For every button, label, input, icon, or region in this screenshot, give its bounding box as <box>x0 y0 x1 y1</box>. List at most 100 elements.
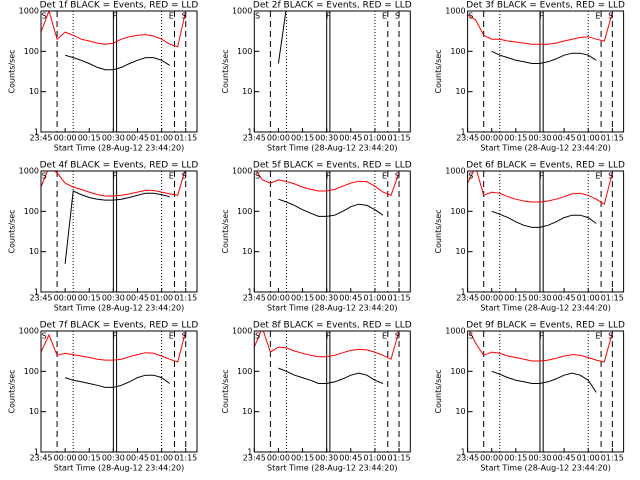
x-tick-label: 01:00 <box>150 294 173 303</box>
x-tick-label: 01:15 <box>174 134 197 143</box>
x-tick-label: 23:45 <box>243 294 266 303</box>
x-tick-label: 01:00 <box>363 294 386 303</box>
y-tick-label: 1000 <box>232 7 252 16</box>
event-marker-label: S <box>395 172 400 181</box>
series-line <box>467 12 613 45</box>
event-marker-label: S <box>468 172 473 181</box>
x-tick-label: 01:15 <box>601 294 624 303</box>
y-axis-label: Counts/sec <box>8 369 17 413</box>
x-tick-label: 00:15 <box>291 294 314 303</box>
x-tick-label: 00:15 <box>504 134 527 143</box>
event-marker-label: S <box>42 172 47 181</box>
y-axis-label: Counts/sec <box>434 209 443 253</box>
x-tick-label: 00:00 <box>480 454 503 463</box>
x-tick-label: 00:00 <box>54 134 77 143</box>
x-tick-label: 01:00 <box>150 454 173 463</box>
x-tick-label: 23:45 <box>456 454 479 463</box>
y-tick-label: 1 <box>247 448 252 457</box>
x-axis-label: Start Time (28-Aug-12 23:44:20) <box>480 304 610 313</box>
x-tick-label: 01:15 <box>174 454 197 463</box>
event-marker-label: S <box>255 12 260 21</box>
x-tick-label: 01:15 <box>388 454 411 463</box>
series-line <box>254 331 400 360</box>
plot-area <box>255 171 400 292</box>
x-axis-label: Start Time (28-Aug-12 23:44:20) <box>267 304 398 313</box>
x-tick-label: 01:15 <box>601 454 624 463</box>
x-tick-label: 00:30 <box>528 134 551 143</box>
series-line <box>467 171 613 205</box>
x-tick-label: 00:45 <box>339 134 362 143</box>
plot-frame <box>467 330 625 453</box>
y-tick-label: 10 <box>455 87 465 96</box>
y-tick-label: 10 <box>455 407 465 416</box>
y-tick-label: 1 <box>461 128 466 137</box>
series-line <box>469 331 613 363</box>
x-axis-label: Start Time (28-Aug-12 23:44:20) <box>54 144 185 153</box>
event-marker-label: E <box>382 172 387 181</box>
event-marker-label: F <box>113 172 118 181</box>
series-line <box>491 50 597 64</box>
event-marker-label: S <box>395 332 400 341</box>
plot-frame <box>467 10 625 133</box>
y-tick-label: 1000 <box>19 7 39 16</box>
x-axis-label: Start Time (28-Aug-12 23:44:20) <box>267 144 398 153</box>
chart-title: Det 7f BLACK = Events, RED = LLD <box>40 321 199 331</box>
plot-area <box>467 11 613 132</box>
x-tick-label: 23:45 <box>243 134 266 143</box>
y-tick-label: 100 <box>450 367 465 376</box>
event-marker-label: E <box>382 12 387 21</box>
x-tick-label: 00:45 <box>553 454 576 463</box>
x-tick-label: 00:30 <box>102 134 125 143</box>
x-axis-label: Start Time (28-Aug-12 23:44:20) <box>54 304 185 313</box>
x-tick-label: 00:15 <box>78 294 101 303</box>
x-tick-label: 01:15 <box>388 294 411 303</box>
panel: Det 2f BLACK = Events, RED = LLD Start Ti… <box>221 1 412 153</box>
x-tick-label: 00:45 <box>126 454 149 463</box>
series-line <box>64 190 170 264</box>
y-tick-label: 100 <box>237 47 252 56</box>
event-marker-label: E <box>595 172 600 181</box>
panel: Det 3f BLACK = Events, RED = LLD Start Ti… <box>434 1 625 153</box>
x-tick-label: 00:30 <box>315 134 338 143</box>
event-marker-label: E <box>595 332 600 341</box>
event-marker-label: S <box>182 172 187 181</box>
plot-frame <box>253 170 411 293</box>
event-marker-label: S <box>468 332 473 341</box>
x-tick-label: 00:45 <box>126 134 149 143</box>
x-tick-label: 00:30 <box>528 454 551 463</box>
event-marker-label: F <box>539 172 544 181</box>
x-tick-label: 00:30 <box>315 454 338 463</box>
event-marker-label: E <box>169 172 174 181</box>
y-tick-label: 10 <box>242 87 252 96</box>
event-marker-label: E <box>595 12 600 21</box>
event-marker-label: S <box>182 12 187 21</box>
plot-frame <box>40 330 198 453</box>
event-marker-label: F <box>326 172 331 181</box>
x-tick-label: 00:00 <box>54 294 77 303</box>
y-tick-label: 1 <box>34 288 39 297</box>
event-marker-label: E <box>169 332 174 341</box>
plot-area <box>41 331 187 452</box>
x-tick-label: 00:00 <box>54 454 77 463</box>
y-tick-label: 100 <box>24 47 39 56</box>
series-line <box>491 370 597 393</box>
x-tick-label: 00:15 <box>291 134 314 143</box>
x-tick-label: 00:00 <box>267 134 290 143</box>
x-tick-label: 23:45 <box>29 294 52 303</box>
event-marker-label: S <box>42 12 47 21</box>
y-tick-label: 100 <box>24 367 39 376</box>
x-tick-label: 00:15 <box>78 454 101 463</box>
event-marker-label: F <box>113 332 118 341</box>
y-axis-label: Counts/sec <box>434 369 443 413</box>
x-tick-label: 23:45 <box>456 134 479 143</box>
y-tick-label: 1000 <box>19 327 39 336</box>
x-tick-label: 23:45 <box>243 454 266 463</box>
panel: Det 4f BLACK = Events, RED = LLD Start Ti… <box>8 161 199 313</box>
x-tick-label: 00:30 <box>528 294 551 303</box>
chart-title: Det 1f BLACK = Events, RED = LLD <box>40 1 199 11</box>
x-axis-label: Start Time (28-Aug-12 23:44:20) <box>267 464 398 473</box>
panel: Det 9f BLACK = Events, RED = LLD Start Ti… <box>434 321 625 473</box>
event-marker-label: S <box>608 332 613 341</box>
x-tick-label: 01:15 <box>174 294 197 303</box>
panel: Det 1f BLACK = Events, RED = LLD Start Ti… <box>8 1 199 153</box>
